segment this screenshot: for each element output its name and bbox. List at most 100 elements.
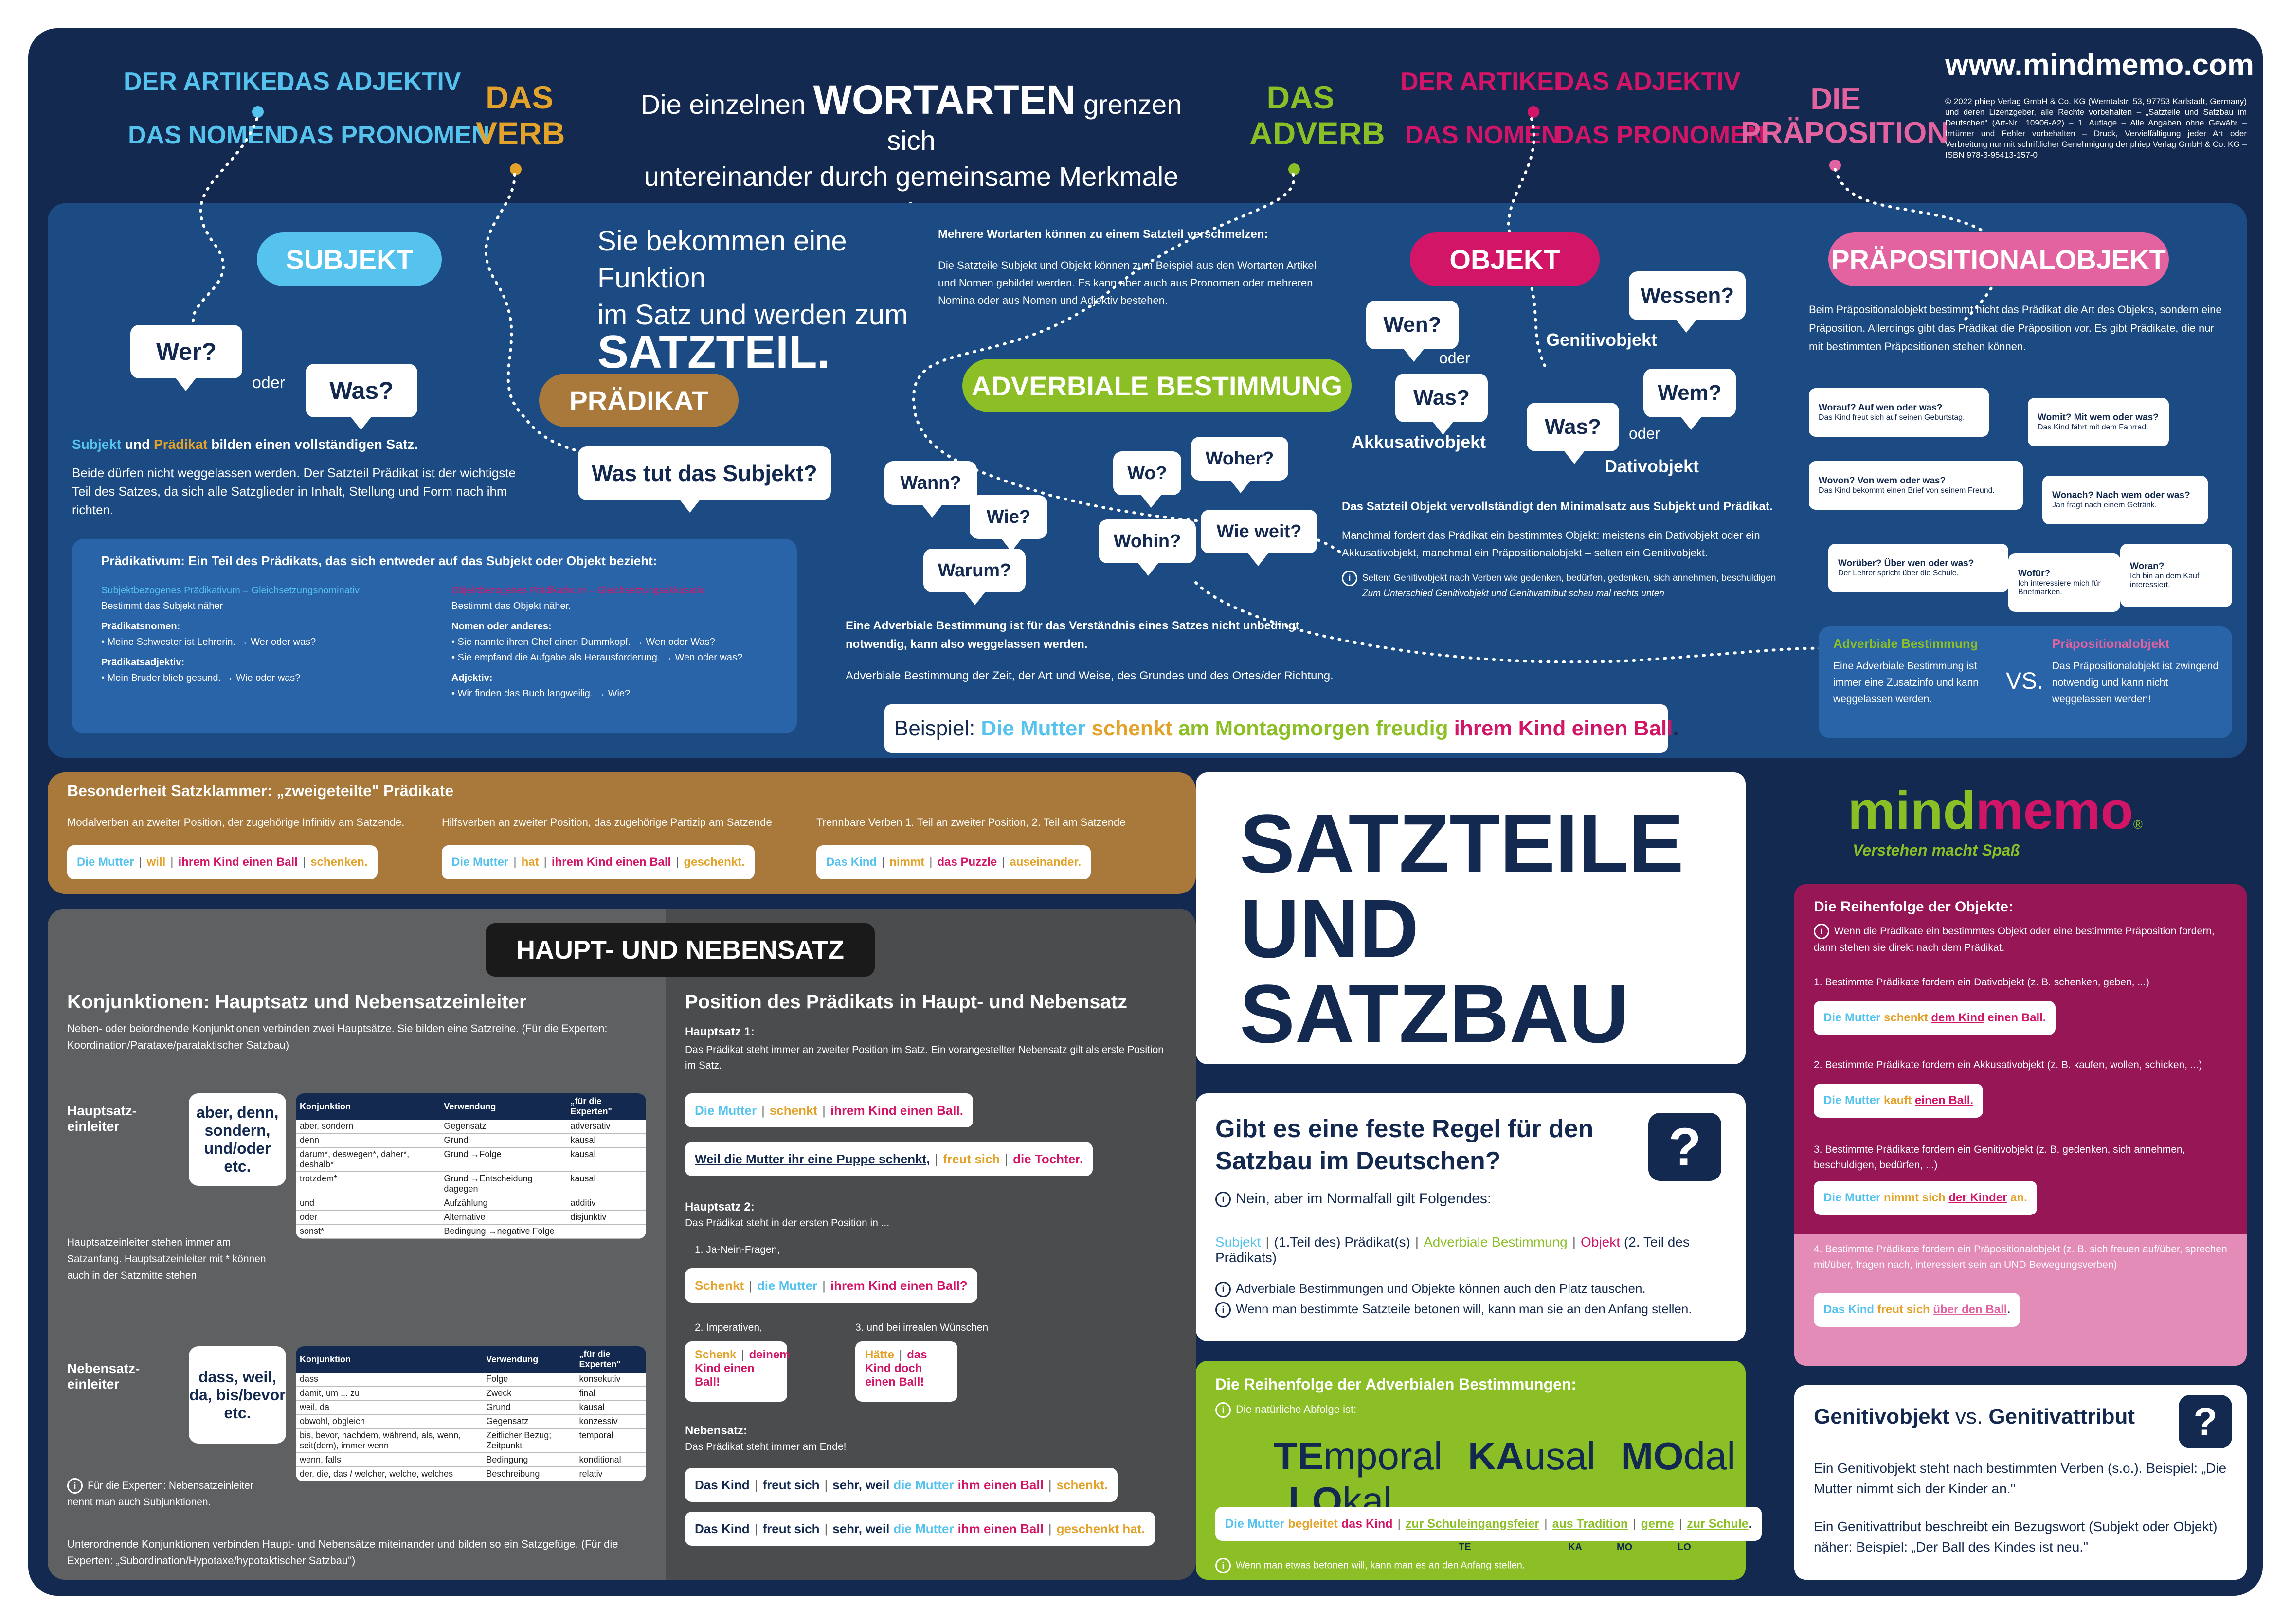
objekt-bubble-was1: Was? <box>1395 374 1488 435</box>
h1-ex1-p: schenkt <box>769 1103 818 1118</box>
sk1-infinitiv: schenken. <box>310 856 368 869</box>
pv-left-6: • Mein Bruder blieb gesund. → Wie oder w… <box>101 673 301 683</box>
table-row: denn Grund kausal <box>296 1133 646 1148</box>
ns-ex1: Das Kind | freut sich | sehr, weil die Mutter… <box>685 1468 1118 1502</box>
h1-ex1: Die Mutter | schenkt | ihrem Kind einen Ball… <box>685 1093 973 1127</box>
praep-q-woran: Woran? <box>2130 561 2165 571</box>
info-icon: i <box>1215 1558 1231 1573</box>
praep-bubble-wofuer: Wofür? Ich interessiere mich für Briefmar… <box>2008 553 2120 612</box>
beispiel-adverbiale: am Montagmorgen freudig <box>1178 716 1448 740</box>
cell: final <box>575 1386 646 1401</box>
pv-right-3: Nomen oder anderes: <box>451 621 552 632</box>
ns-text: Das Prädikat steht immer am Ende! <box>685 1441 847 1452</box>
ns-ex1-1: Das Kind <box>695 1477 750 1492</box>
header-word-artikel: DER ARTIKEL <box>124 68 293 96</box>
objekt-oder2: oder <box>1629 425 1660 442</box>
advx-dot: . <box>1748 1517 1752 1531</box>
hs-th-verw: Verwendung <box>440 1093 567 1120</box>
ns-ex2-2: freut sich <box>762 1521 820 1536</box>
obj-order-ex2: Die Mutter kauft einen Ball. <box>1814 1084 1984 1118</box>
tekamolo-usal: usal <box>1524 1434 1596 1478</box>
praedikativum-left: Subjektbezogenes Prädikativum = Gleichse… <box>101 583 432 686</box>
objekt-bubble-wen: Wen? <box>1366 301 1459 362</box>
adv-bubble-wo: Wo? <box>1113 451 1181 508</box>
ns-table: Konjunktion Verwendung „für die Experten" … <box>296 1346 646 1481</box>
cell: Grund →Folge <box>440 1147 567 1172</box>
h2-title: Hauptsatz 2: <box>685 1200 755 1214</box>
sk2-hilf: hat <box>521 856 539 869</box>
advx-ka: aus Tradition <box>1552 1517 1628 1531</box>
ns-note-text: Für die Experten: Nebensatzeinleiter nen… <box>67 1480 253 1508</box>
praedikat-bubble: Was tut das Subjekt? <box>578 446 831 513</box>
subjekt-text: Beide dürfen nicht weggelassen werden. D… <box>72 465 516 517</box>
praep-a-wonach: Jan fragt nach einem Getränk. <box>2052 501 2157 509</box>
h2-ex3-p: Hätte <box>865 1348 895 1361</box>
genitiv-title-c: Genitivattribut <box>1988 1405 2135 1428</box>
cell: bis, bevor, nachdem, während, als, wenn,… <box>296 1428 483 1453</box>
table-row: trotzdem* Grund →Entscheidung dagegen kaus… <box>296 1172 646 1196</box>
oo4-s: Das Kind <box>1823 1303 1875 1316</box>
regel-answer: i Nein, aber im Normalfall gilt Folgendes… <box>1215 1191 1491 1208</box>
tekamolo-mporal: mporal <box>1323 1434 1443 1478</box>
cell: Bedingung <box>482 1453 576 1467</box>
praepobj-text: Beim Präpositionalobjekt bestimmt nicht … <box>1809 303 2222 353</box>
genitiv-title-a: Genitivobjekt <box>1814 1405 1949 1428</box>
adv-order-label-te: TE <box>1459 1542 1471 1553</box>
header-verb-1: DAS <box>486 79 554 115</box>
cell: Folge <box>482 1373 576 1387</box>
pv-right-5: • Sie empfand die Aufgabe als Herausford… <box>451 652 743 663</box>
adv-order-label-ka: KA <box>1568 1542 1582 1553</box>
subjekt-line1-praedikat: Prädikat <box>154 437 208 452</box>
ns-label: Nebensatz-einleiter <box>67 1361 140 1392</box>
praedikativum-box: Prädikativum: Ein Teil des Prädikats, da… <box>72 539 797 733</box>
konj-text: Neben- oder beiordnende Konjunktionen ve… <box>67 1022 608 1051</box>
h2-ex3-s: das Kind doch <box>865 1348 927 1375</box>
adv-order-label-lo: LO <box>1678 1542 1691 1553</box>
connector-dot-cyan <box>252 106 264 118</box>
ns-th-konj: Konjunktion <box>296 1346 483 1373</box>
sk2-partizip: geschenkt. <box>684 856 745 869</box>
praep-q-wovon: Wovon? Von wem oder was? <box>1819 476 1946 486</box>
ns-ex1-o: ihm einen Ball <box>957 1477 1044 1492</box>
praep-q-wofuer: Wofür? <box>2018 569 2051 579</box>
cell: Alternative <box>440 1210 567 1225</box>
hs-note: Hauptsatzeinleiter stehen immer am Satza… <box>67 1237 266 1281</box>
header-url[interactable]: www.mindmemo.com <box>1945 48 2255 82</box>
header-r-artikel: DER ARTIKEL <box>1400 68 1569 96</box>
cell: darum*, deswegen*, daher*, deshalb* <box>296 1147 440 1172</box>
cell: oder <box>296 1210 440 1225</box>
h2-ex1-o: ihrem Kind einen Ball? <box>830 1278 968 1293</box>
header-copyright: © 2022 phiep Verlag GmbH & Co. KG (Wernt… <box>1945 97 2247 160</box>
regel-box: Gibt es eine feste Regel für den Satzbau… <box>1196 1093 1746 1341</box>
praedikativum-title: Prädikativum: Ein Teil des Prädikats, da… <box>101 553 657 568</box>
ns-ex1-2: freut sich <box>762 1477 820 1492</box>
genitiv-p1: Ein Genitivobjekt steht nach bestimmten … <box>1814 1461 2227 1496</box>
table-row: aber, sondern Gegensatz adversativ <box>296 1120 646 1134</box>
oo3-p2: an. <box>2010 1191 2027 1204</box>
subjekt-line1-und: und <box>121 437 154 452</box>
funktion-satzteil: SATZTEIL. <box>597 329 938 375</box>
question-icon: ? <box>2179 1395 2232 1448</box>
adv-bubble-wie: Wie? <box>970 495 1047 552</box>
header-word-nomen: DAS NOMEN <box>128 121 283 149</box>
compare-left-text: Eine Adverbiale Bestimmung ist immer ein… <box>1833 660 1979 705</box>
connector-dot-magenta <box>1528 106 1539 118</box>
ns-ex2-3: sehr, weil <box>832 1521 890 1536</box>
funktion-text: Sie bekommen eine Funktion im Satz und w… <box>597 223 938 375</box>
cell: Grund <box>482 1400 576 1415</box>
logo-mind: mind <box>1848 781 1976 840</box>
logo-tagline: Verstehen macht Spaß <box>1853 841 2020 859</box>
ns-note: i Für die Experten: Nebensatzeinleiter ne… <box>67 1478 281 1511</box>
h1-ex2: Weil die Mutter ihr eine Puppe schenkt, |… <box>685 1142 1093 1176</box>
info-icon: i <box>1814 924 1829 940</box>
h2-ex2-p: Schenk <box>695 1348 737 1361</box>
h1-ex2-ns: Weil die Mutter ihr eine Puppe schenkt, <box>695 1151 930 1166</box>
header-r-pronomen: DAS PRONOMEN <box>1556 121 1766 149</box>
beispiel-label: Beispiel: <box>894 716 975 740</box>
satzklammer-col2-ex: Die Mutter | hat | ihrem Kind einen Ball | ges… <box>442 845 755 879</box>
h1-ex1-s: Die Mutter <box>695 1103 757 1118</box>
cell: sonst* <box>296 1224 440 1239</box>
objekt-oder1: oder <box>1439 349 1471 367</box>
ns-ex1-s: die Mutter <box>893 1477 954 1492</box>
hs-th-exp: „für die Experten" <box>566 1093 646 1120</box>
